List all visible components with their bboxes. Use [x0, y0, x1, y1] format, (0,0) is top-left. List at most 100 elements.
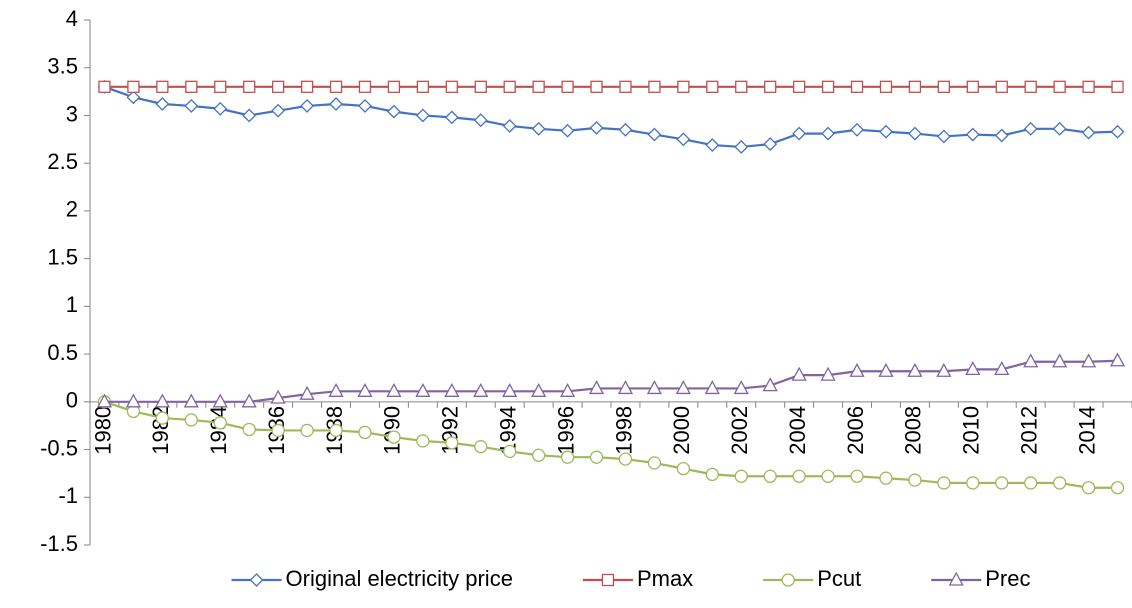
marker	[358, 425, 372, 440]
marker	[444, 382, 460, 397]
marker	[1081, 481, 1096, 495]
marker	[503, 80, 516, 93]
marker	[907, 126, 922, 141]
marker	[619, 80, 632, 93]
marker	[560, 450, 575, 464]
marker	[559, 382, 576, 397]
marker	[850, 122, 864, 137]
y-tick-label: 3.5	[47, 54, 78, 79]
marker	[994, 128, 1009, 143]
marker	[936, 362, 952, 377]
marker	[966, 476, 980, 490]
marker	[98, 80, 111, 93]
marker	[966, 80, 979, 93]
marker	[329, 423, 343, 438]
marker	[212, 393, 228, 408]
series-line	[104, 359, 1118, 403]
marker	[792, 469, 806, 483]
marker	[213, 101, 228, 116]
marker	[705, 138, 720, 152]
marker	[271, 103, 286, 118]
marker	[125, 393, 142, 408]
marker	[249, 573, 264, 587]
series	[97, 79, 1125, 154]
marker	[155, 411, 170, 425]
marker	[154, 393, 170, 408]
legend-label: Prec	[985, 566, 1030, 591]
marker	[735, 80, 748, 93]
marker	[908, 80, 922, 93]
x-tick-label: 1990	[380, 406, 405, 455]
marker	[907, 362, 923, 377]
marker	[849, 362, 865, 377]
x-tick-label: 1984	[206, 406, 231, 455]
marker	[995, 80, 1008, 93]
marker	[908, 473, 922, 487]
marker	[185, 80, 198, 93]
y-tick-label: 0	[66, 388, 78, 413]
legend-item: Original electricity price	[231, 566, 513, 591]
marker	[474, 440, 488, 454]
marker	[733, 380, 749, 395]
marker	[675, 380, 691, 395]
marker	[560, 123, 575, 138]
marker	[589, 450, 604, 464]
marker	[271, 423, 285, 438]
marker	[300, 80, 314, 93]
marker	[300, 423, 314, 438]
marker	[1082, 80, 1095, 93]
marker	[328, 382, 344, 397]
marker	[444, 110, 459, 125]
marker	[792, 126, 807, 141]
marker	[879, 80, 893, 93]
series	[97, 395, 1125, 495]
series	[98, 80, 1124, 93]
marker	[994, 360, 1010, 376]
marker	[561, 80, 574, 93]
marker	[531, 448, 546, 462]
marker	[358, 80, 372, 93]
marker	[1053, 80, 1066, 93]
marker	[1024, 476, 1038, 490]
marker	[1052, 121, 1067, 136]
marker	[1023, 121, 1038, 136]
marker	[126, 90, 141, 105]
marker	[677, 80, 690, 93]
x-tick-label: 2014	[1074, 406, 1099, 455]
x-tick-label: 2008	[901, 406, 926, 455]
y-tick-label: 0.5	[47, 340, 78, 365]
x-tick-label: 2006	[843, 406, 868, 455]
marker	[96, 393, 113, 408]
marker	[299, 385, 315, 400]
marker	[590, 80, 603, 93]
marker	[242, 108, 257, 123]
x-tick-label: 2002	[727, 406, 752, 455]
marker	[415, 382, 431, 397]
marker	[734, 140, 749, 154]
marker	[386, 382, 402, 397]
y-tick-label: -0.5	[40, 435, 78, 460]
marker	[358, 98, 372, 113]
marker	[386, 104, 401, 119]
legend-label: Pmax	[637, 566, 693, 591]
marker	[821, 80, 835, 93]
y-tick-label: 2.5	[47, 149, 78, 174]
marker	[676, 132, 691, 147]
marker	[1111, 80, 1124, 93]
marker	[270, 389, 286, 404]
marker	[532, 80, 545, 93]
marker	[502, 382, 518, 397]
marker	[762, 377, 778, 392]
marker	[879, 124, 893, 139]
marker	[416, 80, 430, 93]
marker	[183, 393, 199, 408]
y-tick-label: 4	[66, 6, 78, 31]
marker	[1023, 353, 1039, 368]
marker	[243, 80, 256, 93]
marker	[416, 434, 430, 448]
marker	[1081, 125, 1096, 140]
y-tick-label: -1.5	[40, 531, 78, 556]
marker	[156, 80, 169, 93]
y-tick-label: -1	[58, 483, 78, 508]
